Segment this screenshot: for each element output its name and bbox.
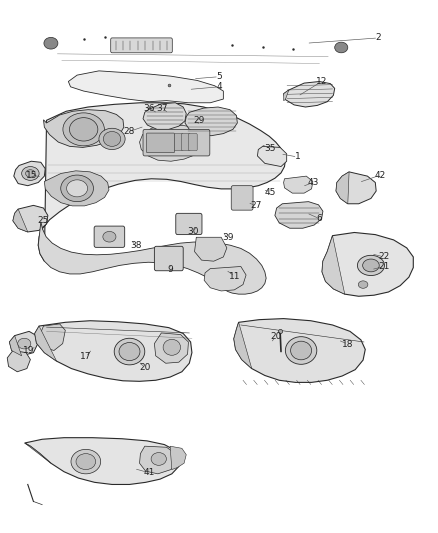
Ellipse shape <box>70 118 98 141</box>
Polygon shape <box>170 446 186 470</box>
FancyBboxPatch shape <box>111 38 172 53</box>
Polygon shape <box>13 205 48 232</box>
Text: 11: 11 <box>229 272 240 280</box>
Text: 2: 2 <box>375 34 381 43</box>
Text: 30: 30 <box>187 228 198 237</box>
Text: 36: 36 <box>143 103 155 112</box>
FancyBboxPatch shape <box>181 134 190 151</box>
Ellipse shape <box>67 180 88 197</box>
FancyBboxPatch shape <box>94 226 125 247</box>
Text: 27: 27 <box>251 201 262 211</box>
Text: 29: 29 <box>194 116 205 125</box>
Text: 6: 6 <box>317 214 322 223</box>
Ellipse shape <box>163 340 180 356</box>
Polygon shape <box>38 222 266 294</box>
Polygon shape <box>10 336 21 356</box>
Ellipse shape <box>119 343 140 361</box>
Text: 25: 25 <box>38 216 49 225</box>
Ellipse shape <box>286 337 317 365</box>
Polygon shape <box>322 232 413 296</box>
Text: 41: 41 <box>144 469 155 477</box>
Ellipse shape <box>358 281 368 288</box>
Polygon shape <box>35 321 192 381</box>
Text: 43: 43 <box>307 178 318 187</box>
Ellipse shape <box>103 132 121 147</box>
Ellipse shape <box>21 166 39 180</box>
Ellipse shape <box>63 113 104 146</box>
Polygon shape <box>234 319 365 382</box>
FancyBboxPatch shape <box>176 213 202 235</box>
Text: 18: 18 <box>342 340 353 349</box>
Ellipse shape <box>363 259 379 272</box>
Ellipse shape <box>357 255 385 276</box>
Polygon shape <box>336 172 349 204</box>
Ellipse shape <box>99 128 125 150</box>
Text: 35: 35 <box>265 144 276 153</box>
Polygon shape <box>185 107 237 136</box>
FancyBboxPatch shape <box>154 246 183 271</box>
Ellipse shape <box>114 338 145 365</box>
Polygon shape <box>25 438 180 484</box>
Polygon shape <box>140 446 177 474</box>
FancyBboxPatch shape <box>188 134 197 151</box>
FancyBboxPatch shape <box>231 185 253 210</box>
Text: 21: 21 <box>378 262 390 271</box>
Ellipse shape <box>44 37 58 49</box>
Ellipse shape <box>71 449 101 474</box>
Polygon shape <box>35 326 57 361</box>
Polygon shape <box>284 90 289 101</box>
Ellipse shape <box>25 169 35 177</box>
Text: 1: 1 <box>295 152 300 161</box>
Ellipse shape <box>18 338 31 349</box>
FancyBboxPatch shape <box>147 133 174 153</box>
Polygon shape <box>154 333 188 364</box>
Text: 9: 9 <box>167 265 173 274</box>
Ellipse shape <box>76 454 95 470</box>
Ellipse shape <box>290 341 311 360</box>
Text: 19: 19 <box>23 346 35 355</box>
Ellipse shape <box>335 42 348 53</box>
Polygon shape <box>204 266 246 291</box>
Text: 5: 5 <box>216 72 222 81</box>
Polygon shape <box>284 176 313 193</box>
Text: 28: 28 <box>124 127 135 136</box>
Polygon shape <box>43 110 124 148</box>
Polygon shape <box>336 172 376 204</box>
Text: 42: 42 <box>375 171 386 180</box>
Text: 37: 37 <box>156 103 168 112</box>
Polygon shape <box>143 103 186 130</box>
Polygon shape <box>258 147 287 166</box>
Text: 12: 12 <box>316 77 327 86</box>
Polygon shape <box>234 322 252 368</box>
Polygon shape <box>44 171 109 206</box>
Ellipse shape <box>103 231 116 242</box>
Text: 39: 39 <box>222 233 233 243</box>
Text: 4: 4 <box>216 82 222 91</box>
Text: 38: 38 <box>130 241 142 251</box>
Polygon shape <box>275 201 323 228</box>
FancyBboxPatch shape <box>143 130 210 156</box>
Text: 22: 22 <box>378 253 390 261</box>
Text: 20: 20 <box>139 363 151 372</box>
Text: 17: 17 <box>80 352 92 361</box>
Text: 15: 15 <box>26 171 38 180</box>
Text: 45: 45 <box>265 188 276 197</box>
Polygon shape <box>140 126 206 161</box>
Polygon shape <box>194 237 227 261</box>
FancyBboxPatch shape <box>174 134 183 151</box>
Polygon shape <box>14 161 45 185</box>
Polygon shape <box>7 351 30 372</box>
Polygon shape <box>68 71 223 103</box>
Polygon shape <box>38 103 286 261</box>
Polygon shape <box>25 443 51 463</box>
Polygon shape <box>322 236 345 294</box>
Polygon shape <box>10 332 38 356</box>
Polygon shape <box>284 82 335 107</box>
Text: 20: 20 <box>270 332 282 341</box>
Polygon shape <box>13 209 28 232</box>
Ellipse shape <box>151 453 166 465</box>
Ellipse shape <box>61 175 93 201</box>
Polygon shape <box>39 324 65 351</box>
